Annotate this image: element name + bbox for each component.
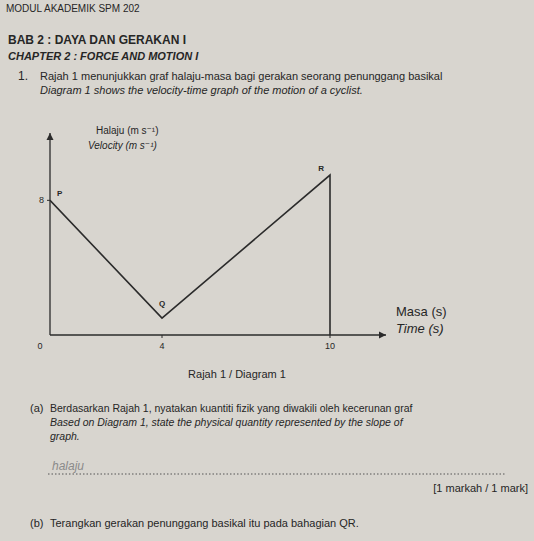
y-axis xyxy=(49,133,50,335)
marks: [1 markah / 1 mark] xyxy=(433,482,528,494)
y-tick-label: 8 xyxy=(39,195,44,205)
stem-ms: Rajah 1 menunjukkan graf halaju-masa bag… xyxy=(40,70,442,82)
question-number: 1. xyxy=(18,69,28,83)
point-label: P xyxy=(57,189,63,198)
chapter-en: CHAPTER 2 : FORCE AND MOTION I xyxy=(8,50,199,62)
point-label: R xyxy=(318,164,324,173)
x-axis xyxy=(50,334,386,335)
answer-line xyxy=(48,474,505,475)
plot-area xyxy=(50,175,330,335)
handwritten-answer: halaju xyxy=(52,459,84,473)
x-arrow xyxy=(379,332,386,339)
y-label-en: Velocity (m s⁻¹) xyxy=(88,140,157,151)
chapter-ms: BAB 2 : DAYA DAN GERAKAN I xyxy=(8,33,186,47)
part-a-ms: Berdasarkan Rajah 1, nyatakan kuantiti f… xyxy=(50,402,413,414)
x-label-ms: Masa (s) xyxy=(396,304,447,319)
part-b-ms: Terangkan gerakan penunggang basikal itu… xyxy=(50,517,359,529)
x-tick xyxy=(162,335,163,338)
x-tick xyxy=(330,335,331,338)
x-label-en: Time (s) xyxy=(396,321,444,336)
part-a-en: Based on Diagram 1, state the physical q… xyxy=(50,416,404,428)
y-arrow xyxy=(47,133,54,140)
part-label: (a) xyxy=(30,402,43,414)
part-label: (b) xyxy=(30,517,43,529)
stem-en: Diagram 1 shows the velocity-time graph … xyxy=(40,84,363,96)
y-tick xyxy=(47,200,50,201)
x-tick-label: 10 xyxy=(325,341,335,351)
velocity-line xyxy=(50,175,330,335)
x-tick-label: 0 xyxy=(37,341,42,351)
part-a-en: graph. xyxy=(50,430,80,442)
point-label: Q xyxy=(159,299,165,308)
diagram-caption: Rajah 1 / Diagram 1 xyxy=(188,368,286,380)
y-label-ms: Halaju (m s⁻¹) xyxy=(96,125,159,136)
x-tick-label: 4 xyxy=(159,341,164,351)
page: MODUL AKADEMIK SPM 202 BAB 2 : DAYA DAN G… xyxy=(0,0,534,541)
module-title: MODUL AKADEMIK SPM 202 xyxy=(6,3,140,14)
